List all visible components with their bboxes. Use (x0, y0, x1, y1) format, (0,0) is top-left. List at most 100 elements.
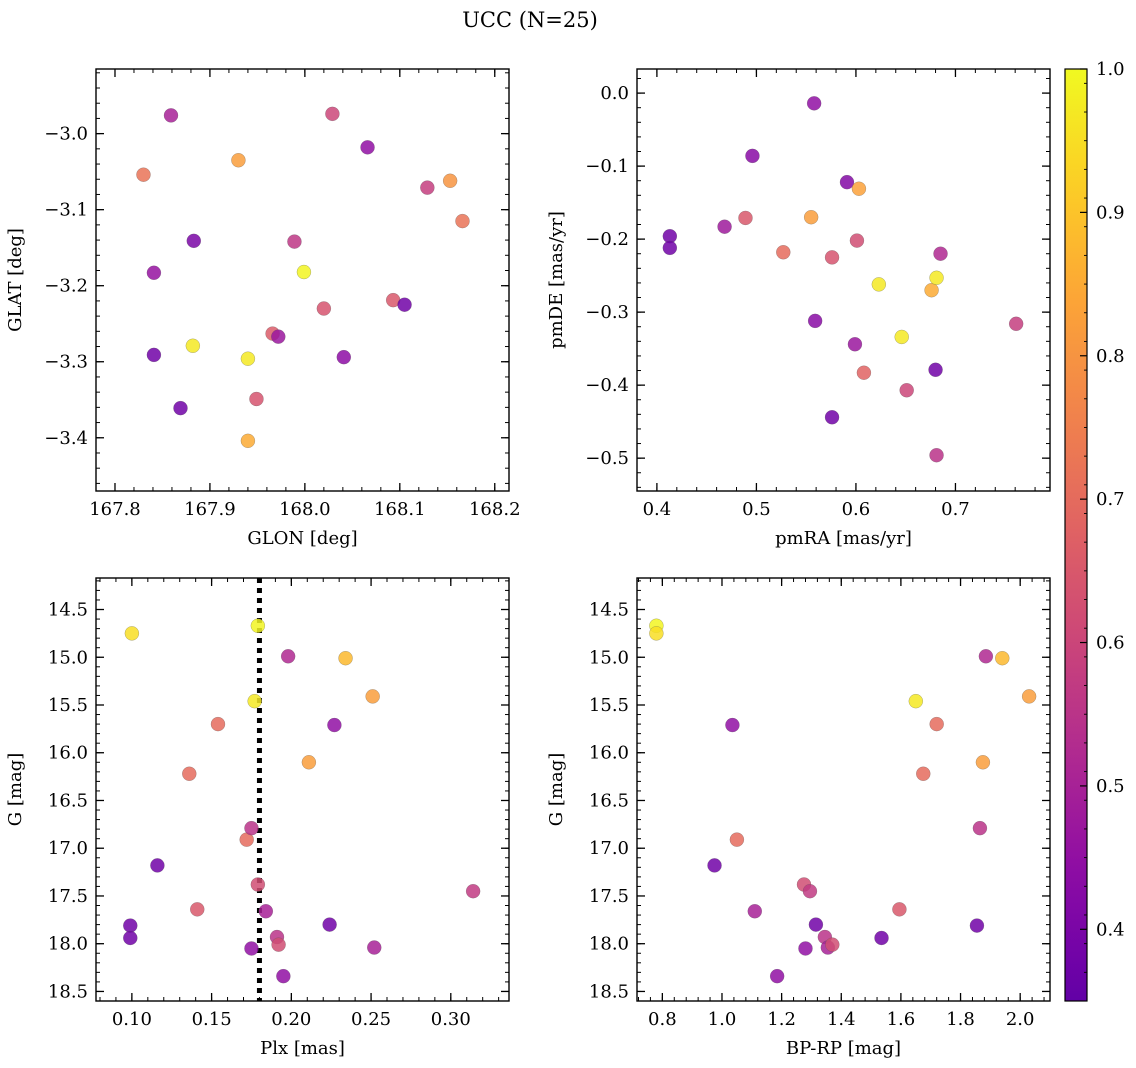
scatter-point (662, 240, 678, 256)
x-tick-label: 0.30 (431, 1009, 471, 1030)
scatter-point (892, 902, 907, 917)
scatter-point (240, 351, 256, 366)
y-tick-label: 15.0 (589, 647, 629, 668)
scatter-point (231, 153, 246, 168)
scatter-point (995, 651, 1010, 666)
scatter-point (338, 651, 353, 666)
y-tick-label: 16.0 (589, 743, 629, 764)
y-tick-label: −3.4 (44, 428, 88, 449)
y-tick-label: 16.5 (48, 790, 88, 811)
axes-frame (636, 68, 1051, 492)
scatter-point (146, 347, 162, 363)
scatter-point (367, 940, 382, 955)
scatter-point (250, 877, 266, 892)
y-tick-label: 14.5 (48, 600, 88, 621)
colorbar-tick-label: 0.6 (1096, 633, 1125, 654)
x-tick-label: 2.0 (1006, 1009, 1035, 1030)
scatter-point (1021, 689, 1037, 704)
axes-frame (95, 68, 510, 492)
scatter-point (871, 277, 887, 292)
scatter-point (978, 649, 994, 664)
scatter-point (249, 391, 264, 407)
y-tick-label: 17.0 (589, 838, 629, 859)
scatter-point (247, 693, 262, 709)
scatter-point (802, 883, 818, 899)
scatter-point (442, 173, 458, 188)
scatter-point (929, 270, 944, 286)
scatter-point (969, 918, 985, 933)
scatter-point (360, 140, 375, 155)
scatter-point (908, 693, 924, 709)
scatter-point (924, 283, 939, 298)
scatter-point (874, 930, 889, 946)
scatter-point (929, 448, 944, 463)
scatter-point (123, 930, 138, 946)
y-tick-label: −0.5 (585, 448, 629, 469)
x-tick-label: 0.10 (112, 1009, 152, 1030)
x-tick-label: 1.8 (946, 1009, 975, 1030)
y-axis-label: GLAT [deg] (5, 228, 26, 332)
scatter-point (271, 937, 286, 952)
x-tick-label: 0.8 (648, 1009, 677, 1030)
scatter-point (250, 618, 266, 633)
scatter-point (933, 246, 948, 261)
scatter-point (271, 329, 286, 344)
scatter-point (124, 626, 140, 641)
scatter-point (769, 968, 785, 984)
colorbar-tick-label: 0.7 (1096, 489, 1125, 510)
scatter-point (182, 766, 197, 781)
x-tick-label: 1.0 (708, 1009, 737, 1030)
panel-bottom-left: 0.10 0.15 0.20 0.25 0.30 14.5 15.0 15.5 16.0 16.5… (5, 577, 510, 1059)
scatter-point (327, 717, 342, 733)
y-tick-label: 0.0 (600, 83, 629, 104)
scatter-point (824, 250, 840, 265)
y-tick-label: −0.1 (585, 156, 629, 177)
scatter-point (847, 337, 863, 352)
y-tick-label: −3.0 (44, 124, 88, 145)
x-tick-label: 0.6 (842, 499, 871, 520)
scatter-point (276, 968, 291, 984)
scatter-point (336, 349, 351, 365)
scatter-point (839, 174, 855, 190)
x-tick-label: 0.5 (742, 499, 771, 520)
y-tick-label: 18.5 (589, 981, 629, 1002)
scatter-point (738, 210, 753, 226)
y-axis-label: G [mag] (546, 753, 567, 826)
x-tick-label: 167.8 (89, 499, 141, 520)
x-axis-label: GLON [deg] (247, 528, 357, 549)
scatter-point (185, 338, 201, 353)
y-tick-label: 18.0 (589, 934, 629, 955)
colorbar-tick-label: 0.9 (1096, 202, 1125, 223)
scatter-point (849, 233, 865, 248)
scatter-point (808, 917, 824, 932)
y-tick-label: −0.3 (585, 302, 629, 323)
axes-frame (636, 577, 1051, 1002)
scatter-point (776, 245, 791, 260)
y-tick-label: 15.5 (48, 695, 88, 716)
x-tick-label: 168.1 (374, 499, 426, 520)
scatter-point (244, 941, 259, 956)
scatter-point (745, 148, 760, 164)
scatter-point (287, 234, 302, 249)
scatter-point (136, 167, 151, 182)
x-tick-label: 0.7 (941, 499, 970, 520)
colorbar-gradient (1064, 68, 1088, 1002)
scatter-point (244, 820, 259, 836)
scatter-point (807, 313, 823, 329)
x-tick-label: 168.2 (469, 499, 521, 520)
scatter-point (806, 96, 822, 111)
y-axis-label: pmDE [mas/yr] (546, 211, 567, 349)
x-tick-label: 0.20 (271, 1009, 311, 1030)
scatter-point (717, 219, 732, 234)
y-tick-label: 16.0 (48, 743, 88, 764)
scatter-point (420, 180, 435, 195)
scatter-point (301, 755, 317, 770)
y-tick-label: 17.5 (589, 886, 629, 907)
y-tick-label: 18.0 (48, 934, 88, 955)
scatter-point (150, 858, 165, 873)
colorbar-tick-label: 0.8 (1096, 346, 1125, 367)
scatter-point (465, 883, 481, 899)
y-tick-label: −0.2 (585, 229, 629, 250)
scatter-point (190, 902, 205, 917)
x-tick-label: 0.25 (351, 1009, 391, 1030)
